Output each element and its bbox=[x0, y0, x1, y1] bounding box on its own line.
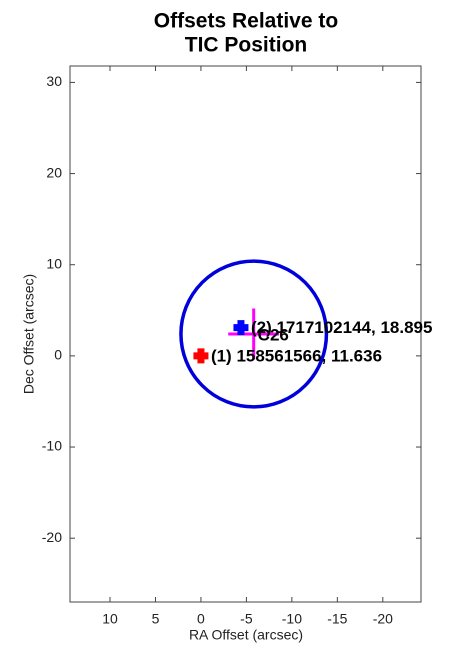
x-tick-label: -10 bbox=[282, 611, 302, 627]
x-tick-label: -20 bbox=[373, 611, 393, 627]
x-tick-label: 0 bbox=[197, 611, 205, 627]
y-tick-label: 20 bbox=[46, 164, 62, 180]
chart-title: Offsets Relative to bbox=[154, 10, 338, 33]
y-tick-label: 0 bbox=[54, 347, 62, 363]
search-circle bbox=[179, 259, 329, 409]
x-tick-label: 5 bbox=[152, 611, 160, 627]
centroid-label: C26 bbox=[258, 325, 289, 344]
chart-title: TIC Position bbox=[185, 34, 308, 57]
y-axis-label: Dec Offset (arcsec) bbox=[21, 274, 37, 394]
x-tick-label: -15 bbox=[327, 611, 347, 627]
plot-frame bbox=[69, 65, 422, 603]
star-marker bbox=[233, 320, 249, 336]
y-tick-label: -10 bbox=[42, 438, 62, 454]
x-tick-label: 10 bbox=[102, 611, 118, 627]
y-tick-label: -20 bbox=[42, 529, 62, 545]
point-label: (2) 1717102144, 18.895 bbox=[251, 318, 433, 337]
y-tick-label: 30 bbox=[46, 73, 62, 89]
y-tick-label: 10 bbox=[46, 255, 62, 271]
point-label: (1) 158561566, 11.636 bbox=[211, 346, 382, 365]
star-marker bbox=[193, 348, 209, 364]
x-axis-label: RA Offset (arcsec) bbox=[189, 627, 303, 643]
x-tick-label: -5 bbox=[240, 611, 253, 627]
